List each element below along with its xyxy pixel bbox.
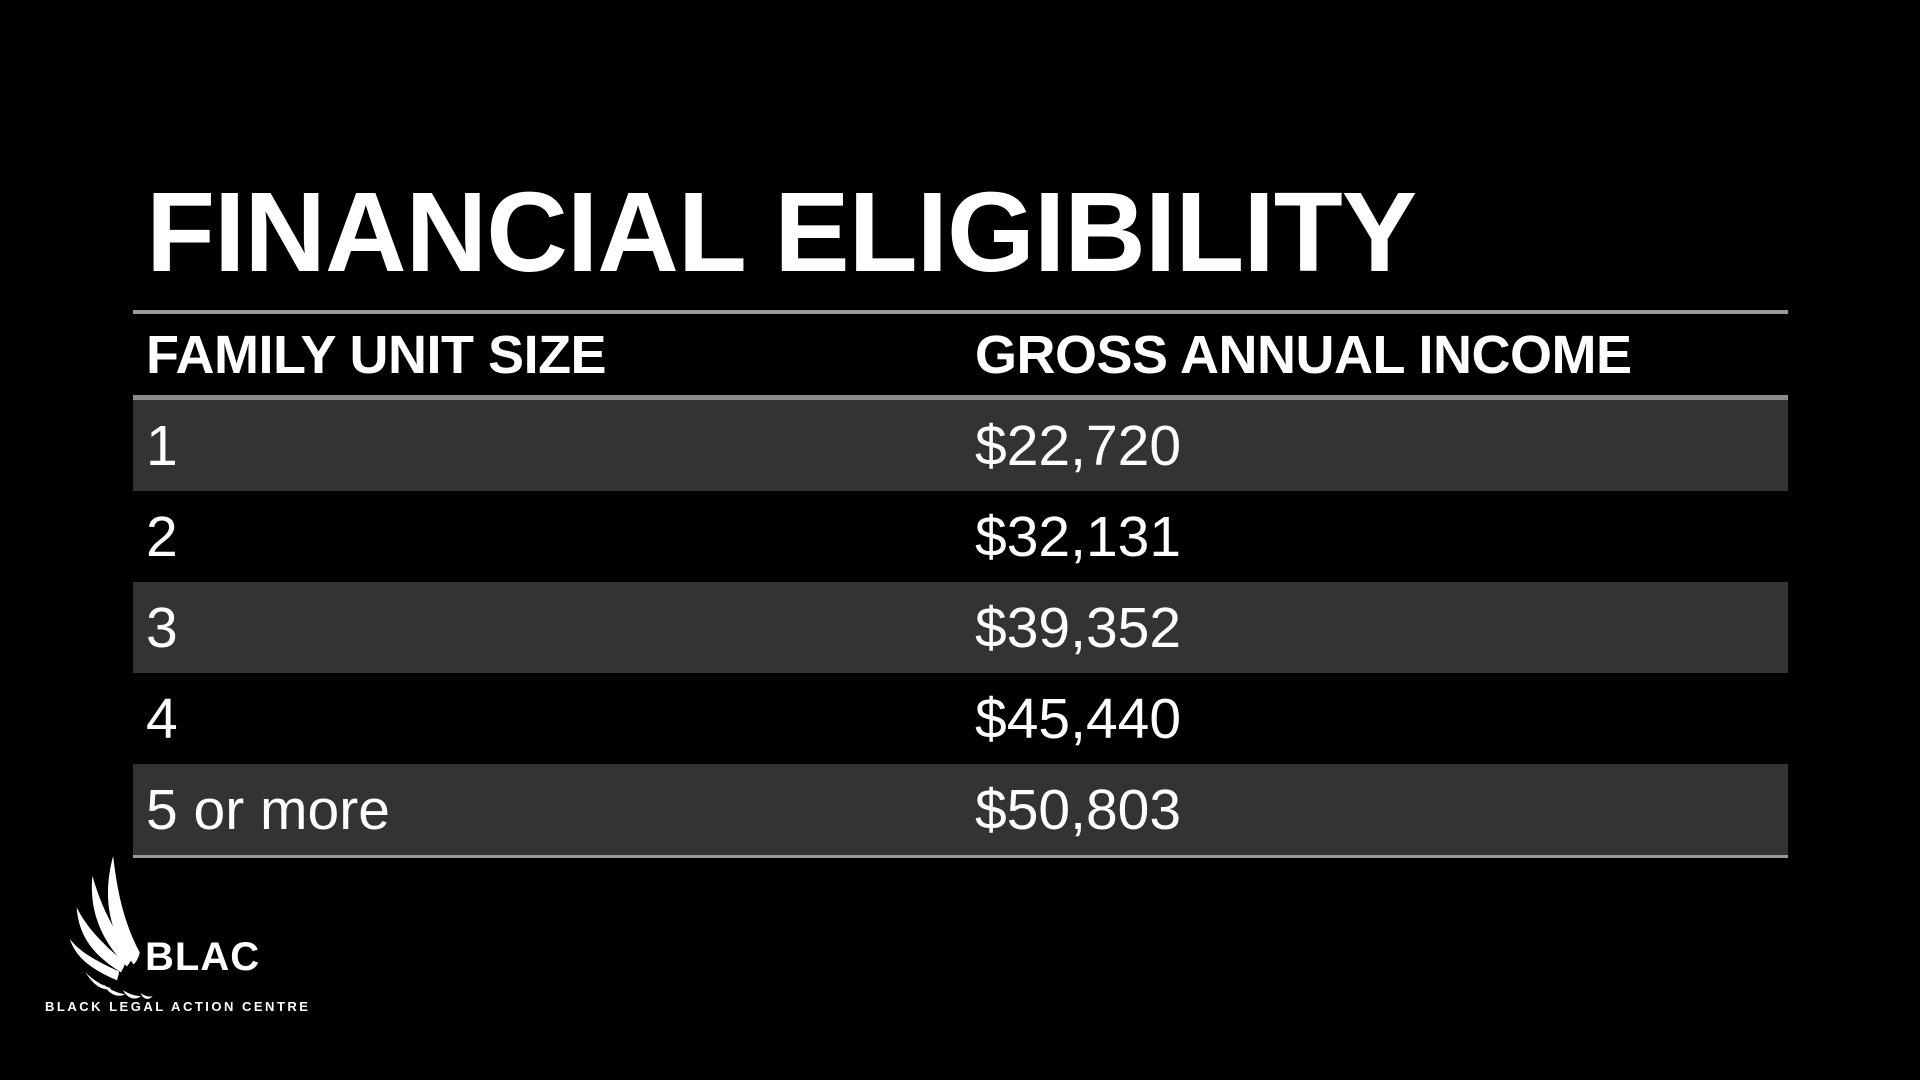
column-header-gross-annual-income: GROSS ANNUAL INCOME [975,324,1632,385]
table-row: 5 or more $50,803 [133,764,1788,855]
financial-eligibility-table: FAMILY UNIT SIZE GROSS ANNUAL INCOME 1 $… [133,310,1788,858]
table-row: 4 $45,440 [133,673,1788,764]
income-cell: $22,720 [975,413,1182,478]
income-cell: $45,440 [975,686,1182,751]
table-row: 3 $39,352 [133,582,1788,673]
wing-icon [69,855,153,999]
family-size-cell: 2 [146,504,178,569]
table-header-row: FAMILY UNIT SIZE GROSS ANNUAL INCOME [133,314,1788,400]
page-title: FINANCIAL ELIGIBILITY [146,168,1417,295]
blac-logo: BLAC BLACK LEGAL ACTION CENTRE [45,852,335,1017]
income-cell: $39,352 [975,595,1182,660]
income-cell: $32,131 [975,504,1182,569]
income-cell: $50,803 [975,777,1182,842]
family-size-cell: 4 [146,686,178,751]
column-header-family-unit-size: FAMILY UNIT SIZE [146,324,607,385]
table-row: 2 $32,131 [133,491,1788,582]
logo-tagline: BLACK LEGAL ACTION CENTRE [45,999,311,1014]
family-size-cell: 3 [146,595,178,660]
table-row: 1 $22,720 [133,400,1788,491]
logo-acronym: BLAC [145,935,261,979]
family-size-cell: 5 or more [146,777,390,842]
family-size-cell: 1 [146,413,178,478]
